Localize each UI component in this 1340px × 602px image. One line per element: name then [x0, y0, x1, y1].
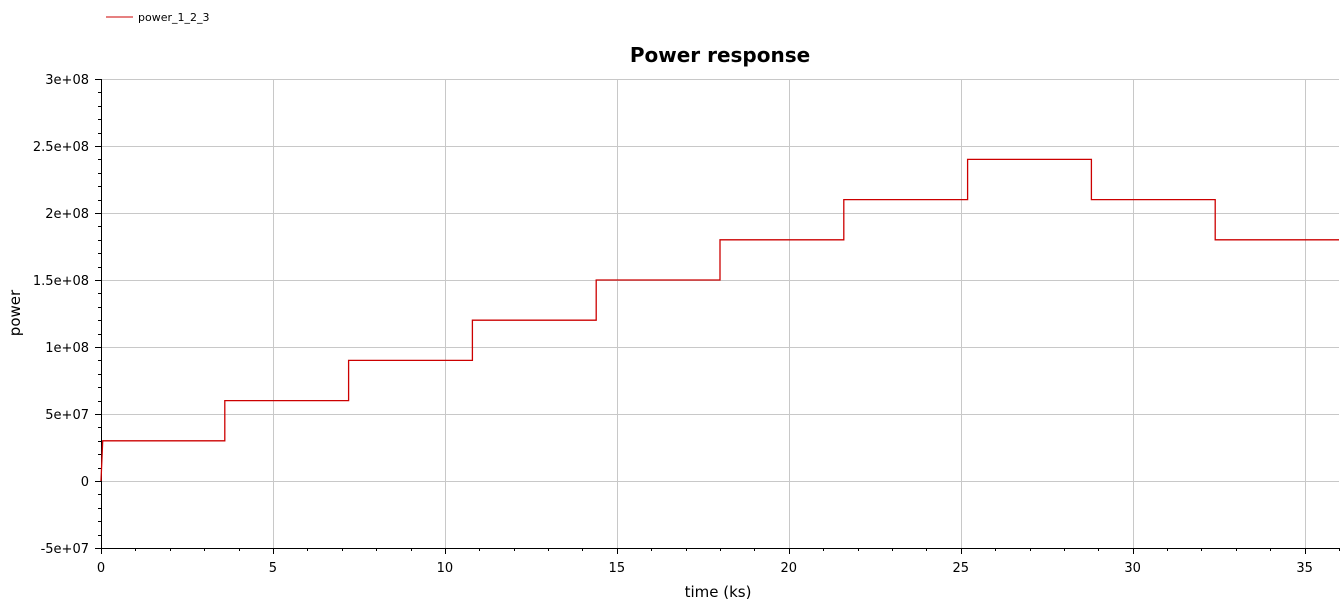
series-layer	[100, 158, 1339, 482]
y-tick-label: 0	[81, 475, 89, 490]
y-tick-label: 5e+07	[45, 408, 89, 423]
minor-ticks	[98, 92, 1340, 551]
x-tick-label: 30	[1124, 561, 1141, 576]
axes	[95, 79, 1339, 554]
chart-title: Power response	[630, 43, 810, 67]
x-tick-label: 10	[437, 561, 454, 576]
y-axis-title: power	[6, 289, 24, 336]
x-tick-label: 25	[952, 561, 969, 576]
legend-label-power-1-2-3: power_1_2_3	[138, 11, 210, 24]
x-axis-title: time (ks)	[685, 583, 752, 601]
y-tick-label: 2.5e+08	[33, 140, 89, 155]
tick-labels: 0 5 10 15 20 25 30 35 -5e+07 0 5e+07 1e+08 1.5e+08 2e…	[33, 73, 1313, 576]
y-tick-label: -5e+07	[41, 542, 89, 557]
y-tick-label: 2e+08	[45, 207, 89, 222]
x-tick-label: 20	[781, 561, 798, 576]
y-tick-label: 1.5e+08	[33, 274, 89, 289]
y-tick-label: 3e+08	[45, 73, 89, 88]
legend[interactable]: power_1_2_3	[106, 11, 210, 24]
x-tick-label: 35	[1296, 561, 1313, 576]
y-tick-label: 1e+08	[45, 341, 89, 356]
series-line-power-1-2-3	[100, 158, 1339, 482]
x-tick-label: 15	[609, 561, 626, 576]
x-tick-label: 0	[97, 561, 105, 576]
x-tick-label: 5	[269, 561, 277, 576]
grid-lines	[101, 79, 1339, 548]
